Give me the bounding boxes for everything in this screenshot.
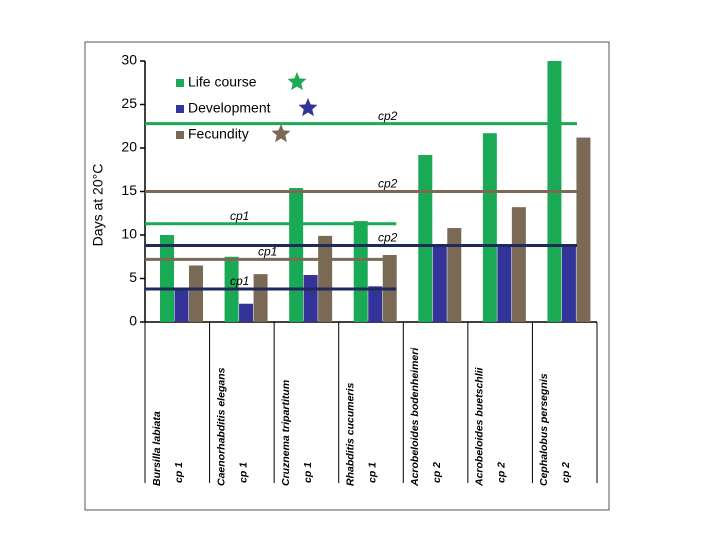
bar bbox=[418, 154, 433, 322]
bar bbox=[303, 275, 318, 322]
bar bbox=[353, 221, 368, 322]
category-label: Cruznema tripartitum bbox=[280, 380, 292, 486]
y-tick-label: 25 bbox=[121, 95, 137, 111]
bar bbox=[253, 274, 268, 322]
y-tick-label: 10 bbox=[121, 226, 137, 242]
frame bbox=[84, 41, 610, 511]
category-label: Acrobeloides bodenheimeri bbox=[409, 347, 421, 487]
legend-swatch bbox=[176, 105, 184, 113]
bar bbox=[576, 137, 591, 322]
bar bbox=[368, 286, 383, 322]
bar bbox=[497, 246, 512, 322]
category-label: Acrobeloides buetschlii bbox=[474, 366, 486, 487]
category-label: Bursilla labiata bbox=[151, 411, 163, 486]
legend-star bbox=[287, 72, 307, 91]
bar bbox=[189, 265, 203, 322]
bar bbox=[239, 303, 254, 322]
bar bbox=[511, 207, 526, 322]
reference-label: cp1 bbox=[230, 209, 249, 223]
legend-swatch bbox=[176, 131, 184, 139]
category-label: Cephalobus persegnis bbox=[538, 373, 550, 486]
y-tick-label: 20 bbox=[121, 139, 137, 155]
reference-label: cp2 bbox=[378, 109, 398, 123]
reference-label: cp2 bbox=[378, 231, 398, 245]
bar bbox=[482, 133, 497, 322]
bar bbox=[447, 228, 462, 322]
cp-group-label: cp 2 bbox=[560, 462, 572, 483]
bar bbox=[174, 288, 189, 322]
reference-label: cp2 bbox=[378, 177, 398, 191]
category-label: Rhabditis cucumeris bbox=[344, 383, 356, 486]
cp-group-label: cp 1 bbox=[302, 462, 314, 483]
bar bbox=[561, 246, 576, 322]
legend-label: Development bbox=[188, 100, 271, 116]
cp-group-label: cp 1 bbox=[237, 462, 249, 483]
reference-label: cp1 bbox=[258, 245, 277, 259]
legend-label: Fecundity bbox=[188, 126, 249, 142]
legend-label: Life course bbox=[188, 74, 257, 90]
cp-group-label: cp 1 bbox=[366, 462, 378, 483]
y-tick-label: 15 bbox=[121, 182, 137, 198]
y-tick-label: 5 bbox=[129, 269, 137, 285]
bar bbox=[432, 246, 447, 322]
legend-star bbox=[298, 98, 318, 117]
bar bbox=[289, 188, 304, 322]
cp-group-label: cp 1 bbox=[173, 462, 185, 483]
y-axis-title: Days at 20°C bbox=[90, 164, 106, 247]
legend-star bbox=[271, 124, 291, 143]
legend-swatch bbox=[176, 79, 184, 87]
y-tick-label: 30 bbox=[121, 52, 137, 68]
category-label: Caenorhabditis elegans bbox=[215, 367, 227, 486]
bar bbox=[160, 235, 174, 322]
reference-label: cp1 bbox=[230, 274, 249, 288]
cp-group-label: cp 2 bbox=[431, 462, 443, 483]
cp-group-label: cp 2 bbox=[496, 462, 508, 483]
bar bbox=[318, 235, 333, 322]
y-tick-label: 0 bbox=[129, 313, 137, 329]
